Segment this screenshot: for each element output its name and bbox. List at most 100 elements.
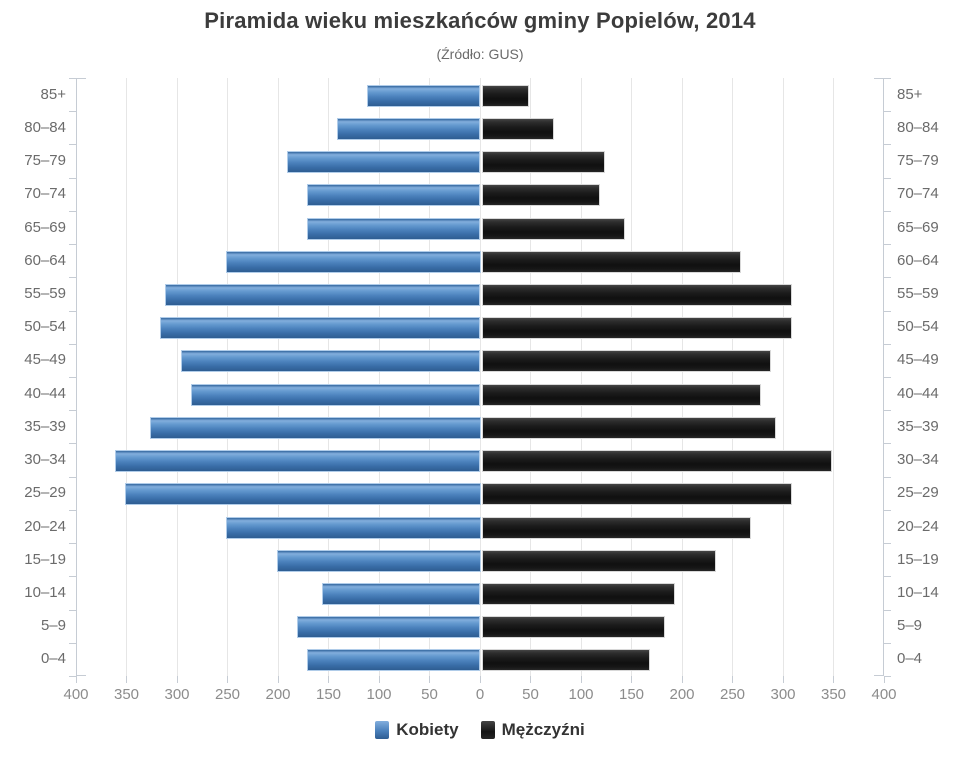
left-axis-corner [76, 675, 86, 676]
gridline [328, 78, 329, 676]
age-label-right: 0–4 [897, 650, 923, 668]
x-tick-label: 300 [770, 686, 796, 703]
gridline [580, 78, 582, 676]
left-axis-tick [69, 78, 76, 79]
right-axis-tick [884, 610, 891, 611]
right-axis-corner [874, 78, 884, 79]
gridline [227, 78, 228, 676]
right-axis-tick [884, 443, 891, 444]
x-axis-tick [378, 676, 380, 683]
gridline [277, 78, 279, 676]
bar-kobiety-80–84 [337, 117, 481, 140]
bar-mezczyzni-85+ [481, 84, 529, 107]
left-axis-tick [69, 377, 76, 378]
left-axis-line [76, 78, 77, 676]
bar-mezczyzni-80–84 [481, 117, 555, 140]
bar-mezczyzni-70–74 [481, 184, 600, 207]
x-axis-tick [883, 676, 885, 683]
bar-mezczyzni-30–34 [481, 450, 832, 473]
x-axis-tick [530, 676, 531, 683]
left-axis-corner [76, 78, 86, 79]
legend-label-mezczyzni: Mężczyźni [501, 720, 585, 739]
x-axis-tick [833, 676, 834, 683]
right-axis-tick [884, 377, 891, 378]
x-axis-tick [631, 676, 632, 683]
age-label-left: 45–49 [24, 351, 66, 369]
age-label-left: 35–39 [24, 417, 66, 435]
age-label-right: 50–54 [897, 318, 939, 336]
bar-kobiety-25–29 [125, 483, 481, 506]
right-axis-tick [884, 344, 891, 345]
left-axis-tick [69, 477, 76, 478]
bar-mezczyzni-60–64 [481, 250, 742, 273]
right-axis-tick [884, 78, 891, 79]
x-tick-label: 50 [522, 686, 539, 703]
chart-title: Piramida wieku mieszkańców gminy Popieló… [204, 8, 756, 33]
legend-item-mezczyzni[interactable]: Mężczyźni [480, 720, 585, 740]
x-axis-tick [75, 676, 77, 683]
x-tick-label: 400 [871, 686, 897, 703]
left-axis-tick [69, 244, 76, 245]
age-label-left: 80–84 [24, 118, 66, 136]
right-axis-tick [884, 676, 891, 677]
bar-mezczyzni-0–4 [481, 649, 651, 672]
bar-mezczyzni-25–29 [481, 483, 792, 506]
x-axis-tick [732, 676, 733, 683]
right-axis-tick [884, 576, 891, 577]
bar-kobiety-75–79 [286, 151, 481, 174]
right-axis-tick [884, 477, 891, 478]
right-axis-tick [884, 311, 891, 312]
x-axis-tick [681, 676, 683, 683]
x-tick-label: 250 [214, 686, 241, 703]
age-label-right: 80–84 [897, 118, 939, 136]
right-axis-tick [884, 211, 891, 212]
bar-kobiety-55–59 [165, 283, 481, 306]
bar-kobiety-15–19 [276, 549, 481, 572]
bar-kobiety-65–69 [306, 217, 481, 240]
x-axis-tick [782, 676, 784, 683]
gridline [378, 78, 380, 676]
left-axis-tick [69, 311, 76, 312]
bar-kobiety-20–24 [226, 516, 481, 539]
age-label-left: 15–19 [24, 550, 66, 568]
right-axis-tick [884, 543, 891, 544]
chart-subtitle: (Źródło: GUS) [436, 46, 524, 62]
legend-item-kobiety[interactable]: Kobiety [375, 720, 459, 740]
left-axis-tick [69, 144, 76, 145]
right-axis-tick [884, 111, 891, 112]
age-label-left: 40–44 [24, 384, 66, 402]
left-axis-tick [69, 510, 76, 511]
bar-kobiety-0–4 [306, 649, 481, 672]
bar-kobiety-5–9 [296, 616, 481, 639]
age-label-left: 55–59 [24, 284, 66, 302]
age-label-right: 55–59 [897, 284, 939, 302]
age-label-left: 30–34 [24, 451, 66, 469]
x-axis-tick [429, 676, 430, 683]
age-label-left: 50–54 [24, 318, 66, 336]
age-label-left: 75–79 [24, 152, 66, 170]
left-axis-tick [69, 443, 76, 444]
age-label-left: 0–4 [40, 650, 66, 668]
x-tick-label: 100 [568, 686, 594, 703]
left-axis-tick [69, 543, 76, 544]
age-label-right: 40–44 [897, 384, 939, 402]
age-label-right: 70–74 [897, 185, 939, 203]
age-label-left: 85+ [40, 85, 66, 103]
right-axis-line [883, 78, 884, 676]
bar-mezczyzni-20–24 [481, 516, 752, 539]
x-tick-label: 400 [63, 686, 89, 703]
left-axis-tick [69, 178, 76, 179]
bar-mezczyzni-40–44 [481, 383, 762, 406]
bar-kobiety-85+ [367, 84, 481, 107]
bar-mezczyzni-10–14 [481, 582, 676, 605]
age-label-right: 20–24 [897, 517, 939, 535]
x-tick-label: 150 [315, 686, 342, 703]
bar-kobiety-45–49 [180, 350, 481, 373]
bar-mezczyzni-5–9 [481, 616, 666, 639]
right-axis-tick [884, 410, 891, 411]
bar-kobiety-35–39 [150, 416, 481, 439]
x-axis-tick [126, 676, 127, 683]
kobiety-swatch-icon [375, 721, 390, 739]
gridline [530, 78, 531, 676]
legend: Kobiety Mężczyźni [0, 720, 960, 740]
